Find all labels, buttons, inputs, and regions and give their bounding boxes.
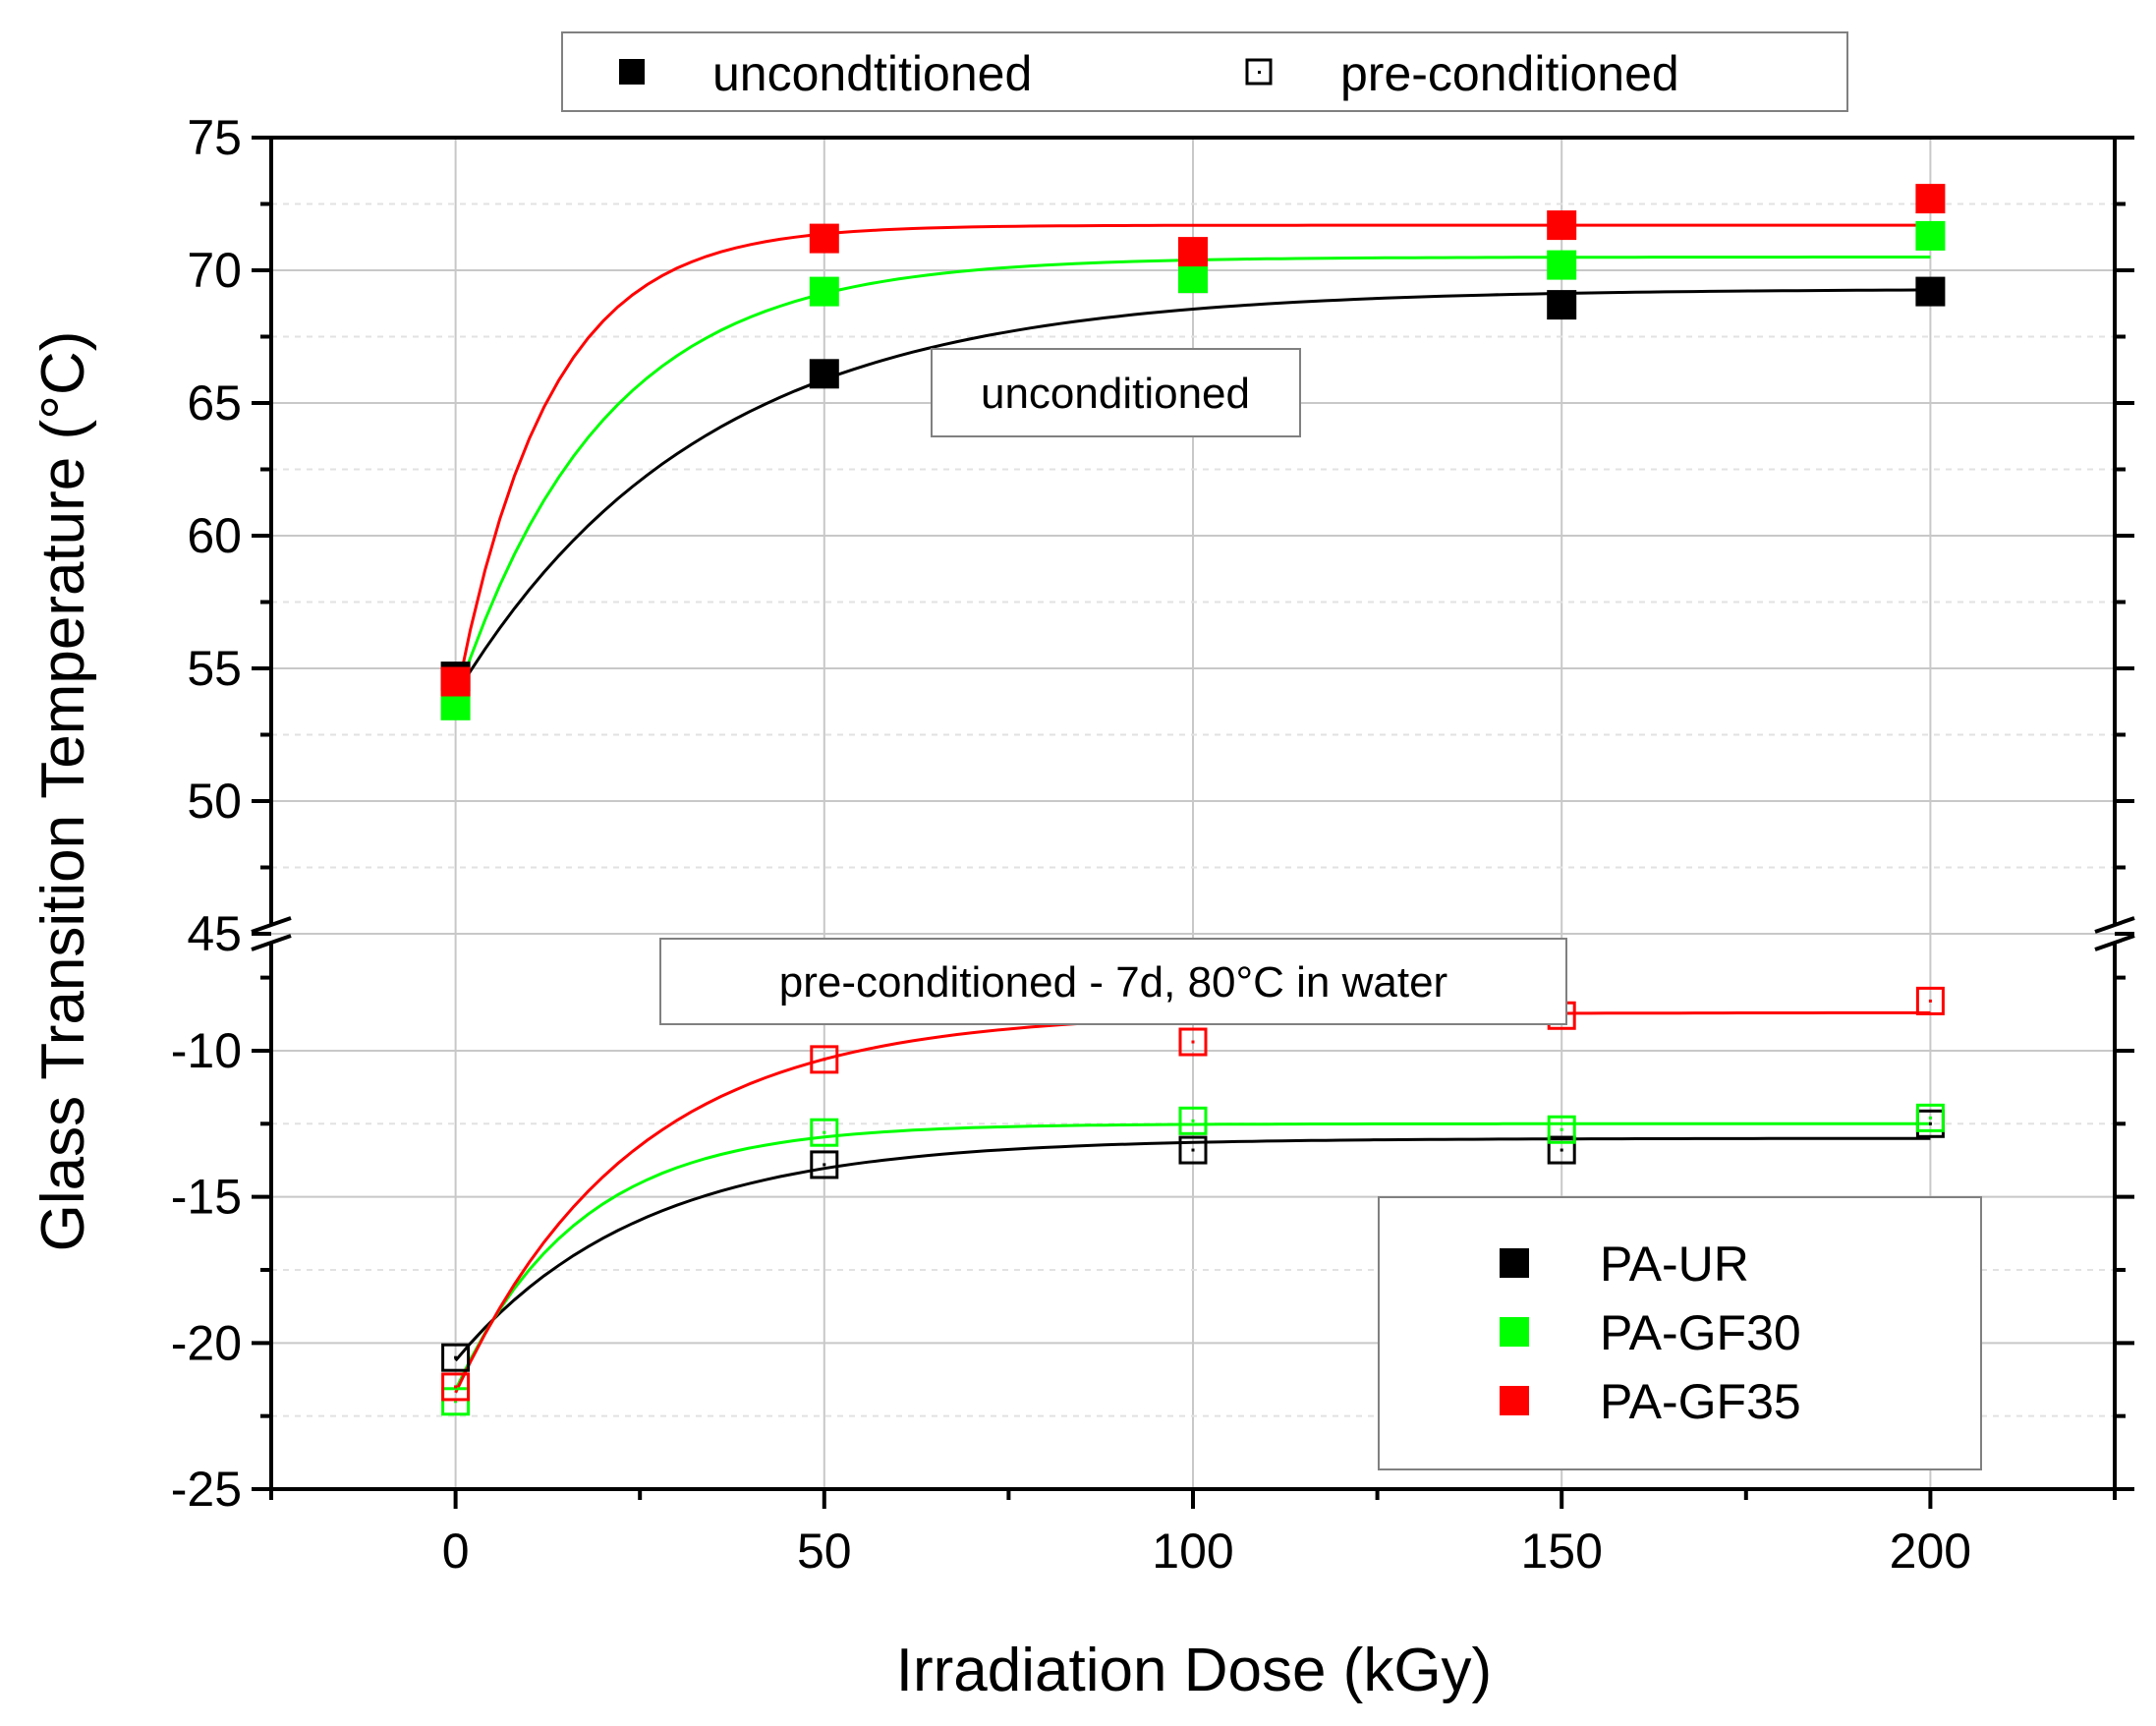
y-tick-label: -20	[171, 1315, 242, 1370]
y-tick-label: 65	[187, 375, 242, 431]
annotation-unconditioned: unconditioned	[931, 348, 1301, 437]
x-tick-label: 100	[1152, 1524, 1233, 1579]
data-point-pa-gf30	[809, 276, 839, 307]
x-tick-label: 0	[442, 1524, 470, 1579]
x-tick-label: 200	[1890, 1524, 1971, 1579]
series-legend: PA-UR PA-GF30 PA-GF35	[1378, 1196, 1982, 1470]
data-point-center-dot	[454, 1385, 458, 1389]
data-point-pa-gf30	[1547, 250, 1577, 280]
x-axis-title: Irradiation Dose (kGy)	[896, 1637, 1492, 1704]
data-point-pa-gf35-open	[810, 1045, 839, 1074]
y-tick-label: 50	[187, 774, 242, 829]
y-tick-label: -10	[171, 1023, 242, 1078]
x-tick-label: 50	[797, 1524, 852, 1579]
data-point-center-dot	[823, 1163, 826, 1167]
data-point-pa-gf30-open	[441, 1387, 471, 1416]
data-point-center-dot	[454, 1355, 458, 1359]
data-point-pa-gf30-open	[1915, 1103, 1945, 1132]
data-point-pa-gf35	[440, 666, 471, 697]
data-point-center-dot	[454, 1400, 458, 1404]
legend-filled-square-marker	[619, 59, 645, 85]
annotation-pre-conditioned: pre-conditioned - 7d, 80°C in water	[659, 938, 1567, 1025]
axis-break-mark	[251, 934, 292, 951]
data-point-pa-ur	[1915, 276, 1946, 307]
annotation-pre-conditioned-text: pre-conditioned - 7d, 80°C in water	[779, 958, 1447, 1007]
y-tick-label: -25	[171, 1462, 242, 1517]
axis-break-mark	[2094, 934, 2135, 951]
data-point-center-dot	[1928, 1122, 1932, 1125]
annotation-unconditioned-text: unconditioned	[981, 370, 1250, 418]
data-point-center-dot	[823, 1058, 826, 1062]
data-point-pa-gf35	[809, 223, 839, 254]
data-point-pa-ur-open	[810, 1150, 839, 1179]
marker-legend: uncondtitioned pre-conditioned	[561, 31, 1848, 112]
y-tick-label: 45	[187, 906, 242, 961]
y-axis-title: Glass Transition Temperature (°C)	[29, 331, 97, 1252]
data-point-pa-ur-open	[1178, 1135, 1208, 1165]
data-point-pa-ur	[1547, 290, 1577, 320]
y-tick-label: 75	[187, 110, 242, 165]
data-point-pa-gf35-open	[441, 1372, 471, 1402]
data-point-pa-gf30-open	[810, 1118, 839, 1147]
data-point-center-dot	[1560, 1127, 1563, 1131]
data-point-pa-gf35	[1915, 184, 1946, 214]
data-point-pa-ur	[809, 359, 839, 389]
legend-open-square-marker	[1245, 58, 1273, 86]
data-point-center-dot	[1928, 999, 1932, 1003]
x-tick-label: 150	[1520, 1524, 1602, 1579]
data-point-pa-gf30	[1915, 220, 1946, 251]
fit-curve-pa-gf35-unconditioned	[454, 223, 1931, 701]
y-tick-label: 55	[187, 641, 242, 696]
data-point-pa-ur-open	[441, 1343, 471, 1372]
data-point-pa-ur-open	[1547, 1135, 1576, 1165]
legend-pa-ur-swatch	[1500, 1248, 1529, 1278]
data-point-pa-gf30-open	[1547, 1115, 1576, 1144]
legend-pa-gf35-label: PA-GF35	[1600, 1374, 1801, 1429]
data-point-pa-gf30-open	[1178, 1106, 1208, 1135]
data-point-center-dot	[1560, 1148, 1563, 1152]
axes: Irradiation Dose (kGy) Glass Transition …	[29, 110, 2135, 1704]
y-tick-label: 60	[187, 508, 242, 563]
legend-pa-gf30-swatch	[1500, 1317, 1529, 1347]
axis-break-mark	[251, 916, 292, 934]
legend-pa-ur-label: PA-UR	[1600, 1237, 1749, 1292]
data-point-pa-gf35-open	[1915, 986, 1945, 1015]
data-point-center-dot	[823, 1130, 826, 1134]
legend-pa-gf30-label: PA-GF30	[1600, 1305, 1801, 1360]
data-point-center-dot	[1191, 1119, 1195, 1122]
fit-curve-pa-ur-pre-conditioned	[454, 1136, 1931, 1362]
data-point-center-dot	[1191, 1040, 1195, 1044]
data-point-center-dot	[1928, 1116, 1932, 1120]
legend-pa-gf35-swatch	[1500, 1386, 1529, 1415]
fit-curve-pa-ur-unconditioned	[454, 288, 1931, 696]
legend-open-square-dot	[1258, 71, 1261, 74]
data-point-pa-gf30	[1178, 263, 1208, 294]
legend-pre-conditioned-label: pre-conditioned	[1340, 46, 1679, 101]
y-tick-label: 70	[187, 243, 242, 298]
legend-unconditioned-label: uncondtitioned	[712, 46, 1032, 101]
y-tick-label: -15	[171, 1170, 242, 1225]
data-point-pa-gf35-open	[1178, 1027, 1208, 1057]
data-point-center-dot	[1191, 1148, 1195, 1152]
fit-curve-pa-gf30-pre-conditioned	[454, 1122, 1931, 1391]
data-point-pa-gf35	[1178, 237, 1208, 267]
data-point-pa-gf35	[1547, 210, 1577, 241]
axis-break-mark	[2094, 916, 2135, 934]
